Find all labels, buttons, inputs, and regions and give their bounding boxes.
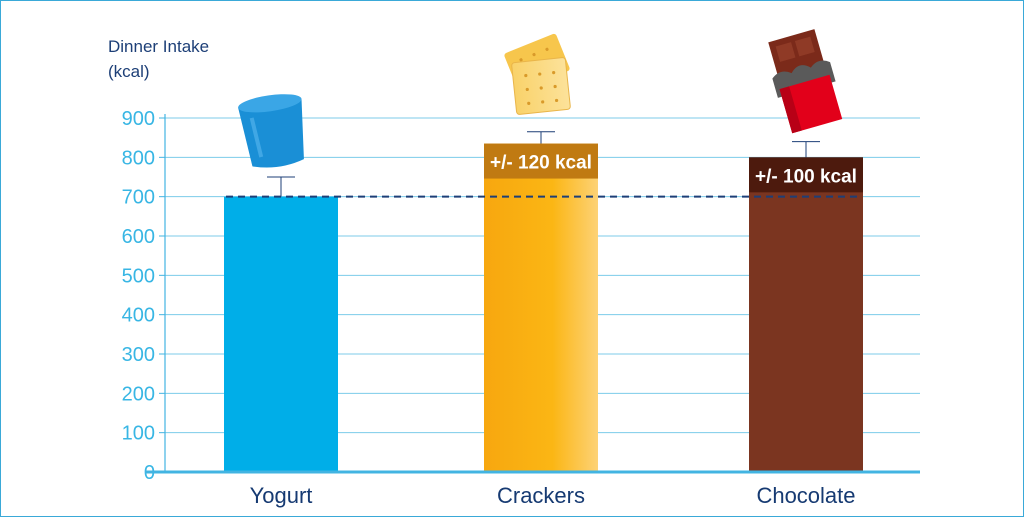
y-tick-label-300: 300	[122, 344, 155, 366]
y-tick-label-900: 900	[122, 108, 155, 130]
y-axis-title: Dinner Intake (kcal)	[108, 34, 209, 84]
y-tick-label-200: 200	[122, 383, 155, 405]
chocolate-bar-icon	[768, 29, 843, 134]
y-tick-label-500: 500	[122, 265, 155, 287]
y-tick-label-100: 100	[122, 423, 155, 445]
yogurt-cup-icon	[238, 94, 304, 168]
y-axis-title-line2: (kcal)	[108, 62, 150, 81]
annotation-bg-chocolate	[749, 157, 863, 193]
x-tick-label-crackers: Crackers	[497, 483, 585, 508]
annotation-bg-crackers	[484, 143, 598, 179]
y-tick-label-700: 700	[122, 187, 155, 209]
y-tick-label-600: 600	[122, 226, 155, 248]
annotation-crackers: +/- 120 kcal	[490, 153, 592, 174]
crackers-icon	[504, 33, 571, 115]
bar-crackers	[484, 143, 598, 473]
y-tick-label-400: 400	[122, 305, 155, 327]
x-tick-label-chocolate: Chocolate	[756, 483, 855, 508]
bar-yogurt	[224, 196, 338, 472]
annotation-chocolate: +/- 100 kcal	[755, 166, 857, 187]
bar-chocolate	[749, 157, 863, 473]
y-tick-label-800: 800	[122, 147, 155, 169]
x-tick-label-yogurt: Yogurt	[250, 483, 313, 508]
y-axis-title-line1: Dinner Intake	[108, 37, 210, 56]
